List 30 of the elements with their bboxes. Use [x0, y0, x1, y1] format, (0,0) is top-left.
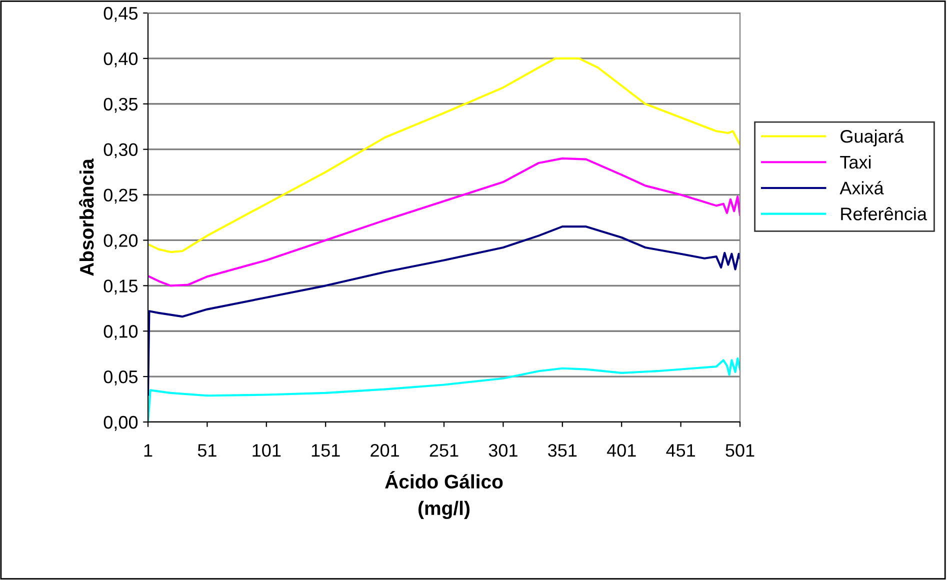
y-tick-label: 0,15	[104, 280, 138, 295]
line-series	[148, 157, 740, 287]
legend-label: Taxi	[840, 155, 871, 169]
line-series	[148, 226, 740, 396]
x-tick-label: 301	[488, 444, 518, 457]
y-tick-label: 0,20	[104, 234, 138, 250]
y-tick-label: 0,30	[104, 143, 138, 158]
legend-label: Axixá	[840, 181, 884, 194]
x-tick-label: 51	[198, 444, 216, 457]
legend-label: Referência	[841, 207, 927, 220]
x-tick-label: 351	[548, 444, 577, 457]
x-tick-label: 1	[144, 444, 152, 457]
y-tick-label: 0,05	[104, 370, 138, 386]
y-tick-label: 0,45	[104, 6, 138, 22]
x-tick-label: 151	[312, 444, 340, 457]
x-tick-label: 501	[726, 444, 754, 457]
y-tick-label: 0,25	[104, 188, 138, 204]
x-axis-title: Ácido Gálico (mg/l)	[385, 471, 503, 520]
y-tick-label: 0,35	[104, 98, 138, 113]
y-tick-label: 0,40	[104, 52, 138, 68]
y-tick-label: 0,10	[104, 325, 138, 340]
x-tick-label: 101	[252, 444, 281, 457]
line-series	[148, 57, 740, 254]
x-tick-label: 201	[370, 444, 399, 457]
x-tick-label: 251	[430, 444, 458, 457]
x-tick-label: 451	[666, 444, 695, 457]
x-tick-label: 401	[606, 444, 636, 457]
legend-label: Guajará	[840, 129, 904, 146]
y-tick-label: 0,00	[104, 416, 138, 431]
y-axis-title: Absorbância	[79, 158, 94, 276]
